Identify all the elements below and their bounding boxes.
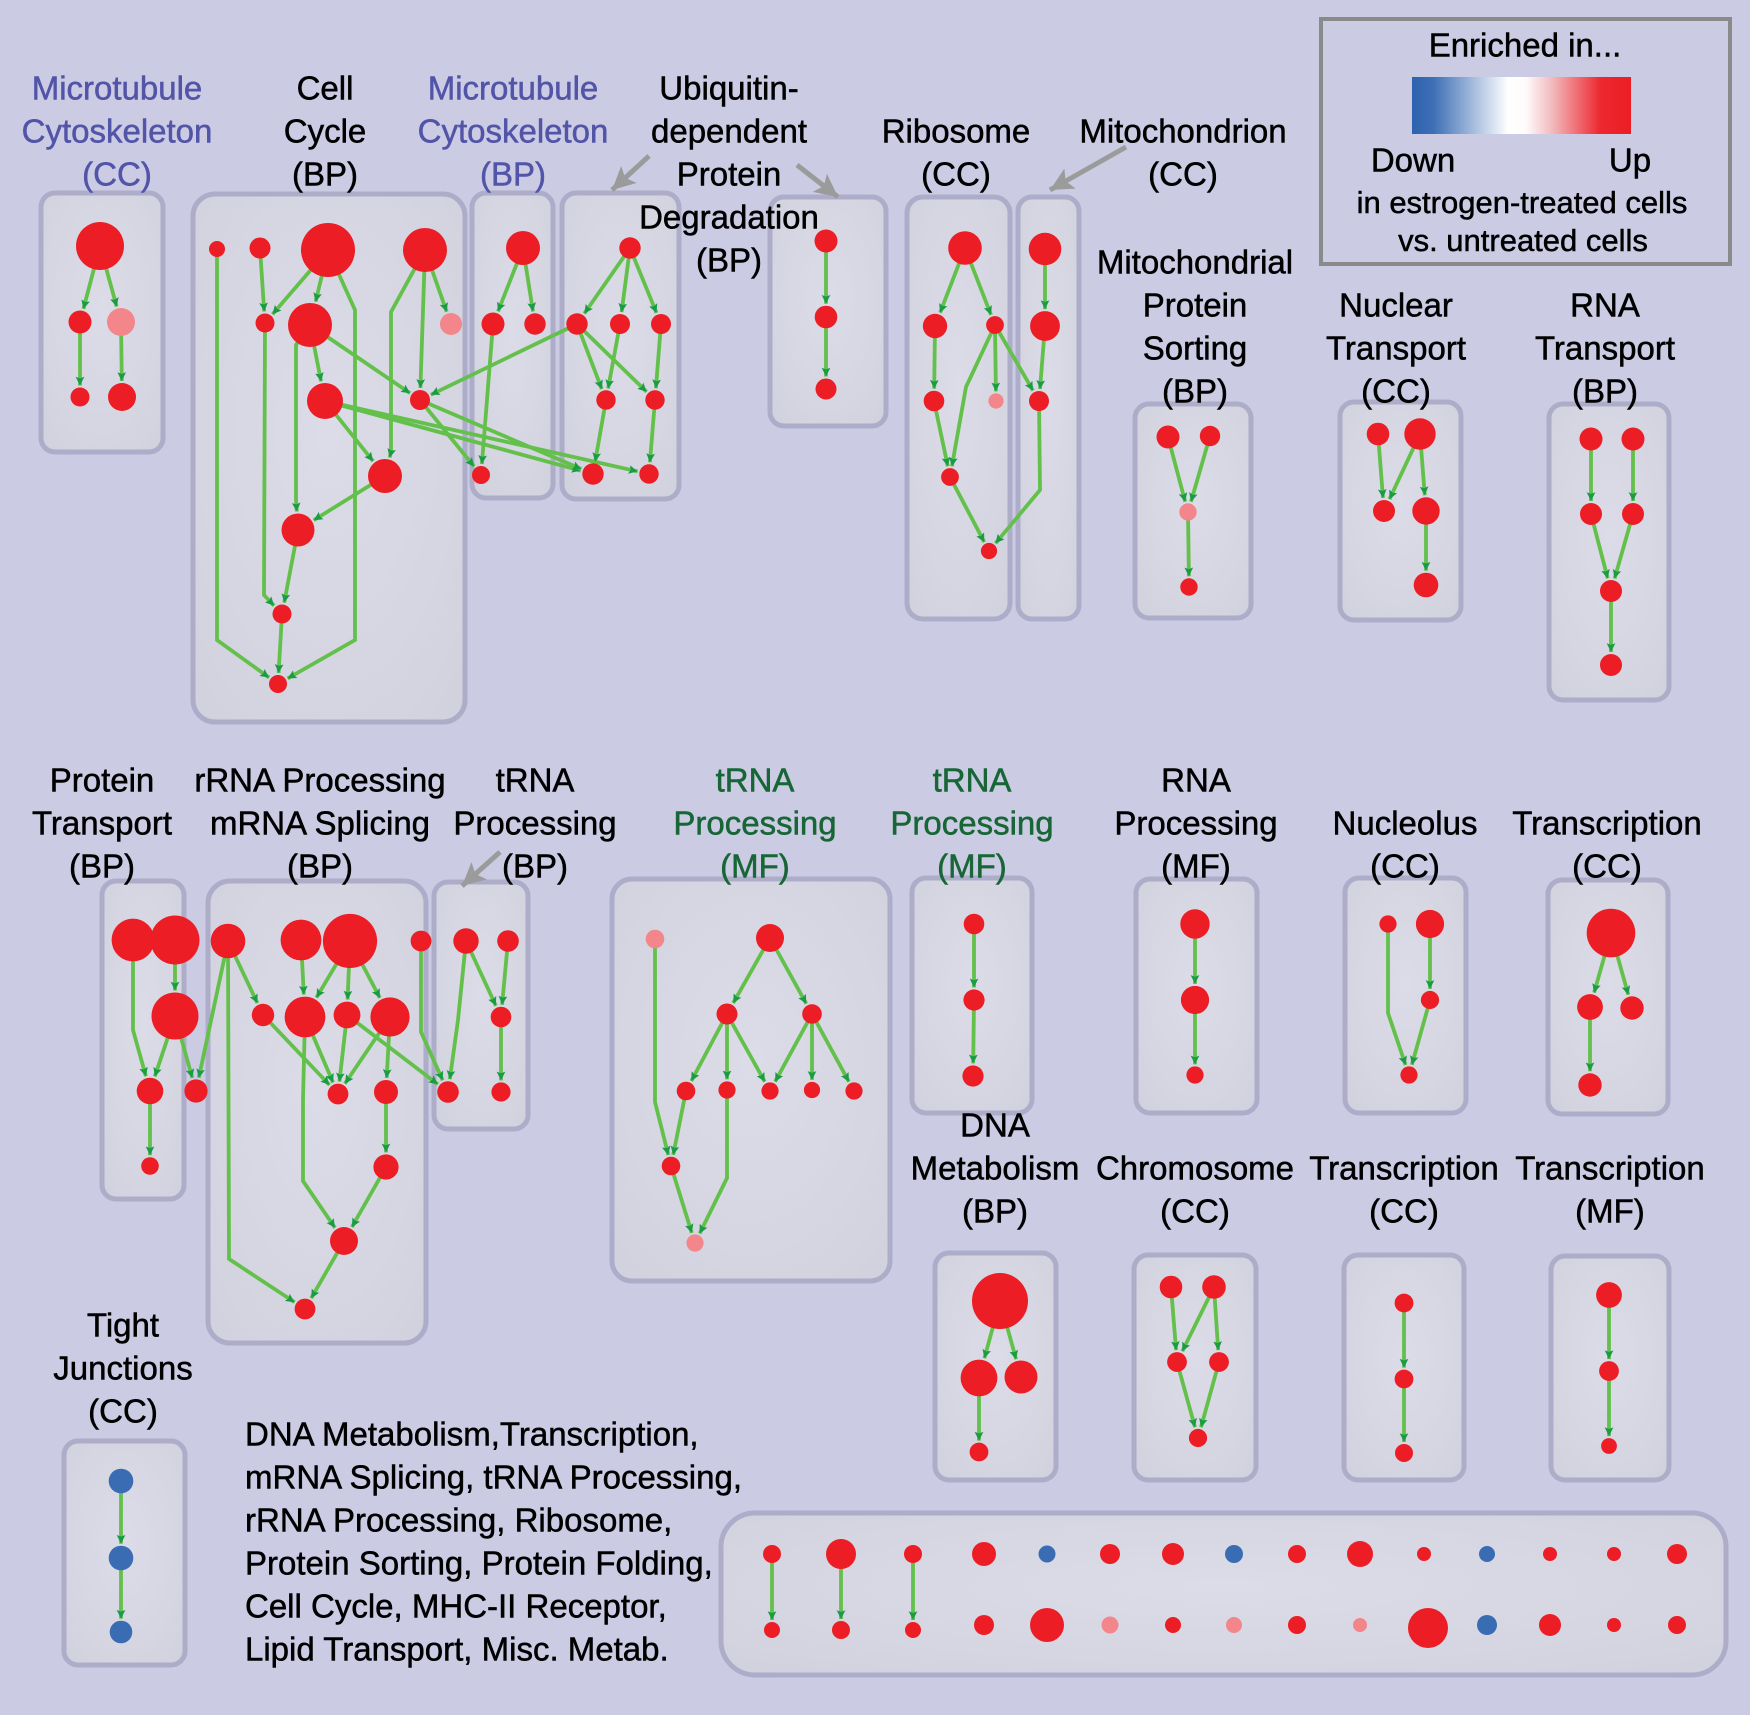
svg-text:Degradation: Degradation (639, 199, 819, 236)
svg-text:Protein Sorting, Protein Foldi: Protein Sorting, Protein Folding, (245, 1545, 713, 1582)
svg-text:Metabolism: Metabolism (911, 1150, 1080, 1187)
svg-text:Microtubule: Microtubule (32, 70, 203, 107)
svg-text:Processing: Processing (673, 805, 836, 842)
svg-text:(MF): (MF) (720, 848, 790, 885)
svg-text:DNA: DNA (960, 1107, 1030, 1144)
svg-text:(CC): (CC) (1370, 848, 1440, 885)
svg-text:Ubiquitin-: Ubiquitin- (659, 70, 798, 107)
svg-text:Transcription: Transcription (1512, 805, 1702, 842)
svg-text:(MF): (MF) (1575, 1193, 1645, 1230)
svg-text:Cell: Cell (297, 70, 354, 107)
svg-text:(BP): (BP) (480, 156, 546, 193)
svg-text:tRNA: tRNA (933, 762, 1012, 799)
svg-text:Transport: Transport (1326, 330, 1466, 367)
svg-text:mRNA Splicing: mRNA Splicing (210, 805, 430, 842)
svg-text:Transcription: Transcription (1309, 1150, 1499, 1187)
svg-text:(CC): (CC) (1361, 373, 1431, 410)
svg-text:Processing: Processing (453, 805, 616, 842)
svg-text:Processing: Processing (1114, 805, 1277, 842)
svg-text:mRNA Splicing, tRNA Processing: mRNA Splicing, tRNA Processing, (245, 1459, 742, 1496)
svg-text:Cytoskeleton: Cytoskeleton (418, 113, 609, 150)
svg-text:Transport: Transport (32, 805, 172, 842)
svg-text:Nuclear: Nuclear (1339, 287, 1453, 324)
svg-text:Enriched in...: Enriched in... (1429, 27, 1622, 64)
svg-text:Cytoskeleton: Cytoskeleton (22, 113, 213, 150)
svg-text:Junctions: Junctions (53, 1350, 192, 1387)
svg-text:(CC): (CC) (1572, 848, 1642, 885)
svg-text:(CC): (CC) (1369, 1193, 1439, 1230)
svg-text:Microtubule: Microtubule (428, 70, 599, 107)
svg-text:Transcription: Transcription (1515, 1150, 1705, 1187)
svg-text:(BP): (BP) (1572, 373, 1638, 410)
svg-text:Processing: Processing (890, 805, 1053, 842)
svg-text:(BP): (BP) (502, 848, 568, 885)
svg-text:(CC): (CC) (88, 1393, 158, 1430)
svg-text:(BP): (BP) (696, 242, 762, 279)
svg-text:(MF): (MF) (937, 848, 1007, 885)
svg-text:(CC): (CC) (1148, 156, 1218, 193)
svg-text:(BP): (BP) (69, 848, 135, 885)
svg-text:Protein: Protein (677, 156, 782, 193)
svg-text:Transport: Transport (1535, 330, 1675, 367)
svg-text:RNA: RNA (1161, 762, 1231, 799)
svg-text:Tight: Tight (87, 1307, 159, 1344)
svg-text:Cell Cycle, MHC-II Receptor,: Cell Cycle, MHC-II Receptor, (245, 1588, 667, 1625)
svg-text:tRNA: tRNA (716, 762, 795, 799)
svg-text:Down: Down (1371, 142, 1455, 179)
svg-text:Lipid Transport, Misc. Metab.: Lipid Transport, Misc. Metab. (245, 1631, 669, 1668)
svg-text:Protein: Protein (1143, 287, 1248, 324)
svg-text:(BP): (BP) (287, 848, 353, 885)
svg-text:Mitochondrial: Mitochondrial (1097, 244, 1293, 281)
svg-text:Chromosome: Chromosome (1096, 1150, 1294, 1187)
svg-text:(CC): (CC) (1160, 1193, 1230, 1230)
svg-text:(BP): (BP) (292, 156, 358, 193)
svg-text:Cycle: Cycle (284, 113, 367, 150)
svg-text:RNA: RNA (1570, 287, 1640, 324)
svg-text:Protein: Protein (50, 762, 155, 799)
svg-text:Up: Up (1609, 142, 1651, 179)
svg-text:dependent: dependent (651, 113, 807, 150)
svg-text:Ribosome: Ribosome (882, 113, 1031, 150)
svg-text:Mitochondrion: Mitochondrion (1079, 113, 1286, 150)
svg-text:rRNA Processing: rRNA Processing (194, 762, 445, 799)
svg-text:(CC): (CC) (82, 156, 152, 193)
svg-text:Nucleolus: Nucleolus (1333, 805, 1478, 842)
svg-text:(BP): (BP) (1162, 373, 1228, 410)
svg-text:(BP): (BP) (962, 1193, 1028, 1230)
svg-text:rRNA Processing, Ribosome,: rRNA Processing, Ribosome, (245, 1502, 672, 1539)
svg-text:DNA Metabolism,Transcription,: DNA Metabolism,Transcription, (245, 1416, 699, 1453)
svg-text:(CC): (CC) (921, 156, 991, 193)
svg-text:in estrogen-treated cells: in estrogen-treated cells (1357, 185, 1688, 220)
svg-text:vs. untreated cells: vs. untreated cells (1398, 223, 1648, 258)
svg-text:tRNA: tRNA (496, 762, 575, 799)
svg-text:(MF): (MF) (1161, 848, 1231, 885)
svg-text:Sorting: Sorting (1143, 330, 1248, 367)
